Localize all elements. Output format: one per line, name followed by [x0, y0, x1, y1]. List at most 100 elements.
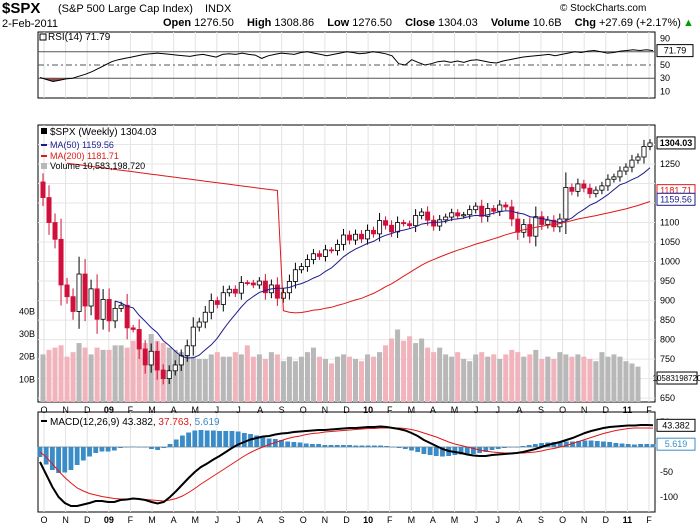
- x-axis-label: D: [603, 405, 610, 415]
- candle-body: [587, 187, 593, 195]
- candle-body: [431, 219, 437, 227]
- price-tick-label: 800: [660, 335, 675, 345]
- macd-histogram-bar: [557, 442, 563, 447]
- volume-bar: [100, 349, 106, 402]
- close-value: 1304.03: [438, 17, 478, 29]
- candle-body: [124, 304, 130, 329]
- volume-bar: [334, 356, 341, 402]
- volume-bar: [130, 340, 136, 402]
- exchange-label: INDX: [205, 3, 232, 15]
- macd-histogram-bar: [594, 441, 600, 447]
- candle-body: [214, 300, 220, 305]
- macd-histogram-bar: [588, 440, 594, 447]
- candle-body: [220, 292, 226, 305]
- price-tick-label: 1000: [660, 257, 680, 267]
- volume-bar: [407, 336, 413, 402]
- macd-histogram-bar: [56, 447, 61, 473]
- macd-histogram-bar: [49, 447, 55, 470]
- x-axis-label: D: [84, 515, 91, 525]
- candle-body: [106, 298, 112, 322]
- volume-bar: [461, 358, 467, 402]
- x-axis-label: S: [279, 405, 285, 415]
- symbol-title: $SPX: [2, 0, 41, 17]
- rsi-last-value: 71.79: [664, 46, 687, 56]
- macd-histogram-bar: [440, 447, 445, 457]
- candle-body: [479, 205, 485, 217]
- volume-bar: [352, 358, 359, 402]
- x-axis-label: J: [474, 515, 479, 525]
- macd-histogram-bar: [508, 447, 513, 448]
- volume-bar: [292, 361, 298, 402]
- copyright-label[interactable]: © StockCharts.com: [560, 3, 647, 14]
- macd-histogram-bar: [347, 445, 352, 447]
- volume-bar: [214, 352, 220, 402]
- macd-histogram-bar: [192, 430, 198, 447]
- high-value: 1308.86: [274, 17, 315, 29]
- volume-tick-label: 20B: [19, 352, 35, 362]
- chg-value: +27.69 (+2.17%): [598, 17, 681, 29]
- candle-body: [569, 187, 575, 192]
- price-tick-label: 650: [660, 393, 675, 403]
- price-tick-label: 1250: [660, 159, 680, 169]
- volume-bar: [503, 354, 509, 402]
- x-axis-label: J: [496, 515, 501, 525]
- candle-body: [142, 348, 148, 366]
- macd-histogram-bar: [124, 447, 130, 448]
- volume-bar: [413, 343, 419, 402]
- macd-histogram-bar: [229, 431, 235, 447]
- candle-body: [425, 211, 431, 221]
- macd-histogram-bar: [43, 447, 49, 465]
- candle-body: [226, 288, 232, 294]
- volume-last-box: [656, 371, 698, 385]
- price-tick-label: 900: [660, 296, 675, 306]
- price-last-box-text: 1304.03: [660, 138, 693, 148]
- volume-bar: [545, 356, 551, 402]
- volume-bar: [473, 354, 479, 402]
- candle-body: [509, 206, 515, 220]
- macd-histogram-bar: [111, 447, 117, 451]
- x-axis-label: D: [603, 515, 610, 525]
- volume-bar: [232, 352, 238, 402]
- volume-bar: [94, 347, 100, 402]
- x-axis-label: S: [538, 405, 544, 415]
- macd-histogram-bar: [217, 431, 222, 447]
- candle-body: [461, 214, 467, 217]
- volume-bar: [359, 361, 365, 402]
- macd-legend: MACD(12,26,9) 43.382, 37.763, 5.619: [50, 417, 220, 428]
- volume-bar: [226, 356, 232, 402]
- macd-histogram-bar: [142, 447, 148, 448]
- x-axis-label: D: [343, 515, 350, 525]
- volume-tick-label: 30B: [19, 329, 35, 339]
- macd-histogram-bar: [601, 441, 606, 447]
- macd-histogram-bar: [371, 445, 377, 447]
- volume-bar: [557, 352, 563, 402]
- volume-bar: [244, 345, 250, 402]
- candle-body: [647, 142, 653, 147]
- price-tick-label: 950: [660, 276, 675, 286]
- macd-histogram-bar: [291, 442, 297, 447]
- candle-body: [298, 266, 304, 271]
- volume-bar: [581, 356, 587, 402]
- volume-bar: [268, 352, 274, 402]
- macd-histogram-bar: [260, 436, 266, 447]
- price-tick-label: 850: [660, 315, 675, 325]
- x-axis-label: S: [279, 515, 285, 525]
- x-axis-label: J: [215, 405, 220, 415]
- x-axis-label: N: [581, 405, 588, 415]
- x-axis-label: O: [300, 405, 307, 415]
- quote-date: 2-Feb-2011: [2, 18, 59, 30]
- x-axis-label: D: [343, 405, 350, 415]
- volume-bar: [310, 347, 316, 402]
- x-axis-label: J: [474, 405, 479, 415]
- macd-histogram-bar: [514, 447, 520, 448]
- candle-body: [130, 327, 136, 330]
- candle-body: [46, 197, 52, 223]
- volume-bar: [401, 340, 407, 402]
- candle-body: [401, 222, 407, 225]
- x-axis-label: 11: [623, 405, 633, 415]
- volume-bar: [124, 347, 130, 402]
- candle-body: [455, 212, 461, 217]
- x-axis-label: M: [408, 515, 416, 525]
- volume-bar: [521, 356, 527, 402]
- volume-bar: [250, 356, 256, 402]
